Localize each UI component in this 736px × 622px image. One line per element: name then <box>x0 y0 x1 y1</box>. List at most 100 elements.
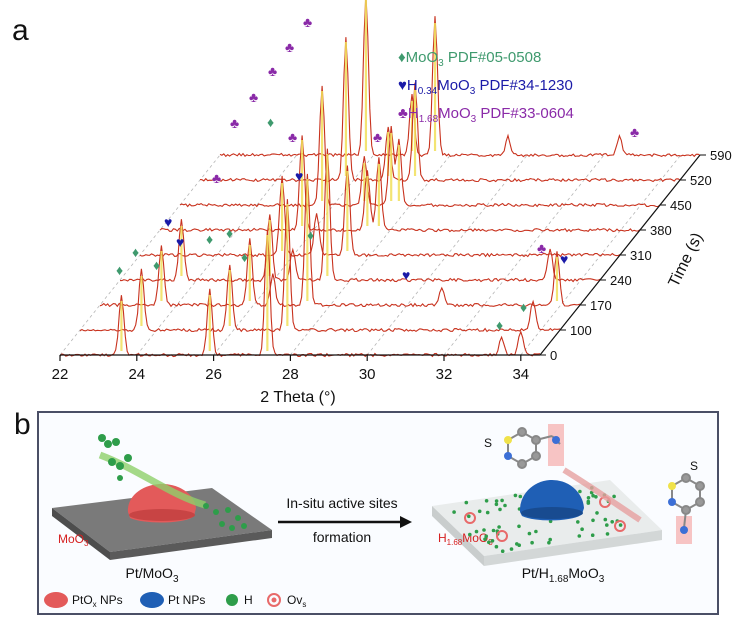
floor-gridline <box>443 154 605 356</box>
x-tick-label: 22 <box>52 366 69 383</box>
hydrogen-atom <box>517 524 521 529</box>
hydrogen-atom <box>229 525 235 531</box>
hydrogen-atom <box>578 489 582 494</box>
xrd-trace-170 <box>99 173 581 308</box>
moo3-marker: ♦ <box>267 114 274 130</box>
time-tick-label: 590 <box>710 148 732 163</box>
h-legend-icon <box>226 594 238 606</box>
hydrogen-atom <box>485 510 490 515</box>
molecule-right <box>668 473 705 544</box>
hydrogen-atom <box>494 502 499 507</box>
ov-legend-icon <box>267 593 281 607</box>
h168moo3-marker: ♣ <box>630 124 639 140</box>
time-tick-label: 380 <box>650 223 672 238</box>
sulfur-label-top: S <box>484 436 492 450</box>
legend: ♦MoO3 PDF#05-0508 ♥H0.34MoO3 PDF#34-1230… <box>398 49 574 125</box>
hydrogen-atom <box>225 507 231 513</box>
x-tick-label: 28 <box>282 366 299 383</box>
time-tick-label: 450 <box>670 198 692 213</box>
xrd-trace-100 <box>79 199 561 333</box>
hydrogen-atom <box>452 510 456 514</box>
moo3-marker: ♦ <box>132 244 139 260</box>
h168moo3-marker: ♣ <box>373 129 382 145</box>
panel-b-letter: b <box>14 408 31 441</box>
x-axis-ticks: 22 24 26 28 30 32 34 <box>52 355 529 383</box>
moo3-marker: ♦ <box>116 262 123 278</box>
hydrogen-atom <box>108 458 116 466</box>
hydrogen-atom <box>213 509 219 515</box>
hydrogen-atom <box>591 518 595 523</box>
time-axis-ticks: 0 100 170 240 310 380 450 520 590 <box>540 148 732 363</box>
hydrogen-atom <box>548 537 552 542</box>
time-tick-label: 310 <box>630 248 652 263</box>
xrd-trace-520 <box>199 37 681 183</box>
hydrogen-atom <box>586 496 591 500</box>
arrow-bottom-label: formation <box>313 529 371 545</box>
hydrogen-atom <box>527 531 532 536</box>
hydrogen-atom <box>518 494 523 499</box>
hydrogen-atom <box>509 547 514 551</box>
arrowhead <box>400 516 412 528</box>
h-legend-label: H <box>244 593 253 607</box>
hydrogen-atom <box>467 514 471 519</box>
hydrogen-atom <box>484 534 489 538</box>
pt-legend-icon <box>140 592 164 608</box>
migration-arrow <box>562 467 642 523</box>
hydrogen-atom <box>497 525 501 529</box>
hydrogen-atom <box>612 494 616 499</box>
xrd-trace-310 <box>139 165 621 258</box>
hydrogen-atom <box>500 549 505 553</box>
hydrogen-atom <box>484 499 489 503</box>
hydrogen-atom <box>241 523 247 529</box>
hydrogen-atoms-left <box>98 434 247 531</box>
molecule-top <box>504 424 564 469</box>
hydrogen-atom <box>618 523 623 527</box>
hydrogen-atom <box>124 454 132 462</box>
panel-b: b MoO3 Pt/MoO3 In-situ active sites form… <box>14 408 719 615</box>
h168moo3-marker: ♣ <box>285 39 294 55</box>
hydrogen-atom <box>515 542 519 546</box>
hydrogen-atom <box>500 498 504 503</box>
moo3-marker: ♦ <box>496 317 503 333</box>
h034moo3-marker: ♥ <box>164 214 172 230</box>
ptox-legend-icon <box>44 592 68 608</box>
ov-legend-dot <box>271 597 277 603</box>
h168moo3-marker: ♣ <box>303 14 312 30</box>
time-tick-label: 520 <box>690 173 712 188</box>
h168moo3-marker: ♣ <box>268 63 277 79</box>
sulfur-label-right: S <box>690 459 698 473</box>
hydrogen-atom <box>494 544 499 549</box>
x-axis-title: 2 Theta (°) <box>260 389 335 406</box>
hydrogen-atom <box>513 493 518 498</box>
hydrogen-atom <box>474 529 479 534</box>
pt-moo3-label: Pt/MoO3 <box>125 565 178 585</box>
hydrogen-atom <box>482 528 486 532</box>
h168moo3-marker: ♣ <box>230 115 239 131</box>
h034moo3-marker: ♥ <box>402 267 410 283</box>
hydrogen-atom <box>112 438 120 446</box>
hydrogen-atom <box>605 532 610 536</box>
hydrogen-atom <box>98 434 106 442</box>
moo3-marker: ♦ <box>206 231 213 247</box>
time-tick-label: 170 <box>590 298 612 313</box>
pt-h168moo3-label: Pt/H1.68MoO3 <box>522 565 605 585</box>
legend-item-h168moo3: ♣H1.68MoO3 PDF#33-0604 <box>398 105 574 125</box>
hydrogen-atom <box>491 528 496 533</box>
hydrogen-atom <box>547 540 551 545</box>
hydrogen-atom <box>203 503 209 509</box>
hydrogen-atom <box>576 520 580 524</box>
h034moo3-marker: ♥ <box>295 168 303 184</box>
moo3-tag: MoO3 <box>58 532 89 548</box>
hydrogen-atom <box>104 440 112 448</box>
x-tick-label: 30 <box>359 366 376 383</box>
moo3-marker: ♦ <box>241 249 248 265</box>
panel-a-letter: a <box>12 14 29 47</box>
pt-legend-label: Pt NPs <box>168 593 205 607</box>
time-tick-label: 0 <box>550 348 557 363</box>
xrd-trace-450 <box>179 85 661 208</box>
h034moo3-marker: ♥ <box>560 251 568 267</box>
h168moo3-marker: ♣ <box>212 170 221 186</box>
moo3-marker: ♦ <box>153 257 160 273</box>
hydrogen-atom <box>534 529 538 534</box>
